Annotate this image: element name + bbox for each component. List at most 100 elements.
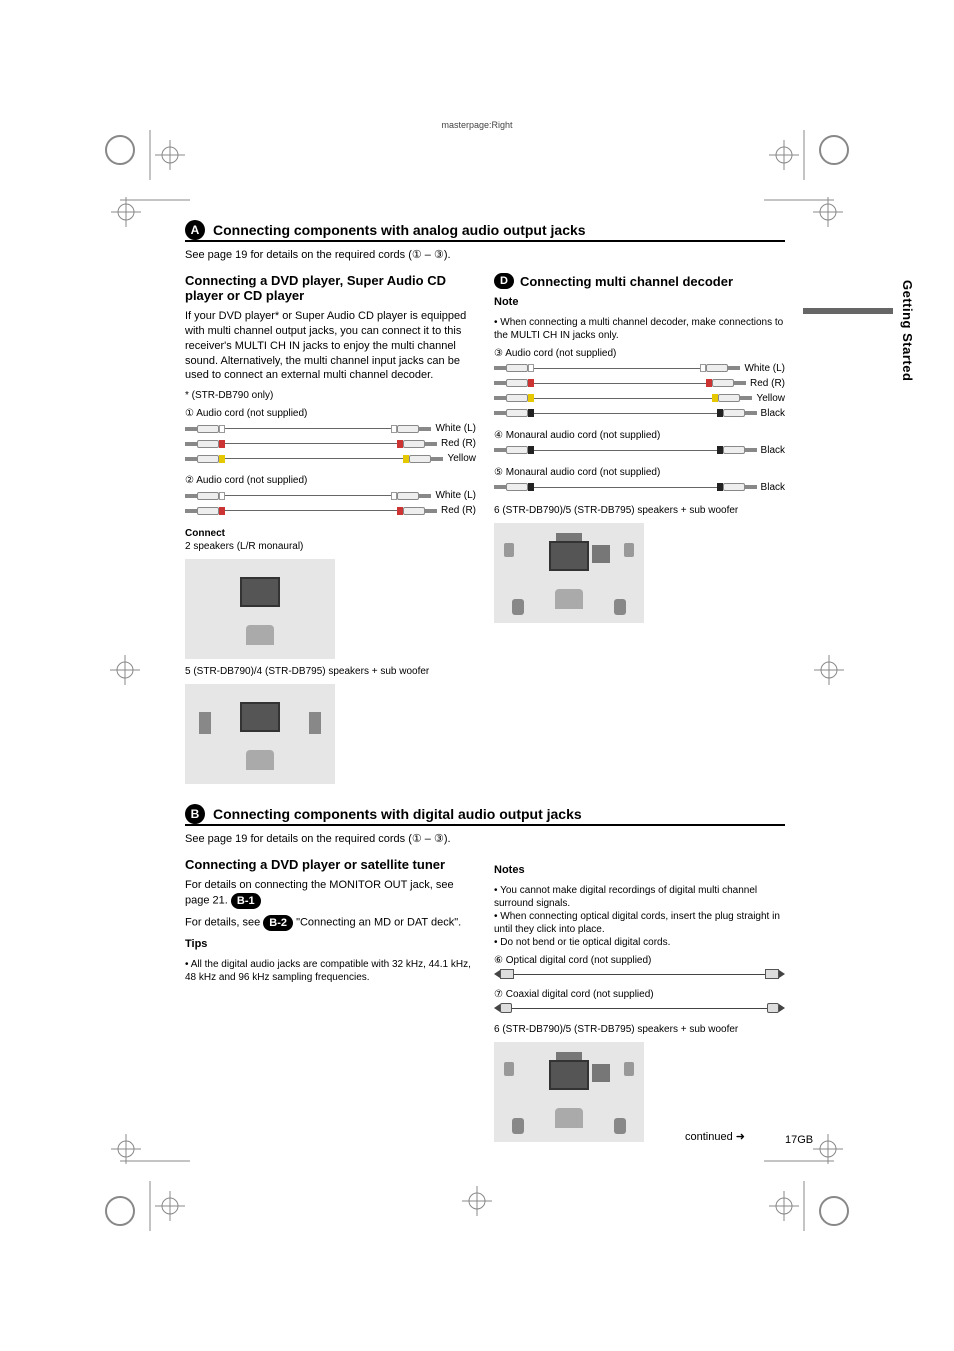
scene-5spk <box>185 684 335 784</box>
b1-pill: B-1 <box>231 893 261 909</box>
b-col2-6spk: 6 (STR-DB790)/5 (STR-DB795) speakers + s… <box>494 1023 785 1036</box>
b-col2-notes: Notes <box>494 863 785 878</box>
section-a-columns: Connecting a DVD player, Super Audio CD … <box>185 273 785 790</box>
crop-mark-bc <box>457 1181 497 1221</box>
b-col1-body2: For details, see B-2 "Connecting an MD o… <box>185 915 476 931</box>
cable-3-black-label: Black <box>761 407 785 420</box>
tv-icon <box>549 541 589 571</box>
b-col1-body2-post: "Connecting an MD or DAT deck". <box>296 917 461 929</box>
a-col1-footnote: * (STR-DB790 only) <box>185 389 476 402</box>
scene-2spk <box>185 559 335 659</box>
cable-1-yellow-label: Yellow <box>447 452 476 465</box>
sidebar-tab <box>803 308 893 314</box>
cable-5: ⑤ Monaural audio cord (not supplied) Bla… <box>494 467 785 494</box>
speaker-icon <box>624 1062 634 1076</box>
a-col1-connect: Connect <box>185 527 476 540</box>
cable-3: ③ Audio cord (not supplied) White (L) Re… <box>494 348 785 420</box>
scene-6spk <box>494 523 644 623</box>
section-a-header: A Connecting components with analog audi… <box>185 220 785 242</box>
b-col2-n3: • Do not bend or tie optical digital cor… <box>494 936 785 949</box>
chair-icon <box>555 1108 583 1128</box>
crop-mark-ml <box>105 650 145 690</box>
rear-speaker-icon <box>614 1118 626 1134</box>
a-col2-note-body: • When connecting a multi channel decode… <box>494 316 785 342</box>
a-col2-6spk: 6 (STR-DB790)/5 (STR-DB795) speakers + s… <box>494 504 785 517</box>
cable-3-label: ③ Audio cord (not supplied) <box>494 348 785 359</box>
section-a-col1: Connecting a DVD player, Super Audio CD … <box>185 273 476 790</box>
rear-speaker-icon <box>512 1118 524 1134</box>
cable-4: ④ Monaural audio cord (not supplied) Bla… <box>494 430 785 457</box>
continued-label: continued <box>685 1130 745 1143</box>
tv-icon <box>549 1060 589 1090</box>
b2-pill: B-2 <box>263 915 293 931</box>
chair-icon <box>555 589 583 609</box>
cable-1-red: Red (R) <box>185 437 476 450</box>
cable-3-red-label: Red (R) <box>750 377 785 390</box>
cable-1-label: ① Audio cord (not supplied) <box>185 408 476 419</box>
crop-mark-tr <box>754 130 854 230</box>
cable-1-white: White (L) <box>185 422 476 435</box>
a-col2-note-head: Note <box>494 295 785 310</box>
cable-1-red-label: Red (R) <box>441 437 476 450</box>
b-col1-tips: Tips <box>185 937 476 952</box>
cable-optical-label: ⑥ Optical digital cord (not supplied) <box>494 955 785 966</box>
a-col1-body: If your DVD player* or Super Audio CD pl… <box>185 309 476 383</box>
page-content: Getting Started A Connecting components … <box>185 220 785 1148</box>
rear-speaker-icon <box>512 599 524 615</box>
cable-1: ① Audio cord (not supplied) White (L) Re… <box>185 408 476 465</box>
cable-2-red-label: Red (R) <box>441 504 476 517</box>
section-a-title: Connecting components with analog audio … <box>213 222 586 238</box>
a-col1-header: Connecting a DVD player, Super Audio CD … <box>185 273 476 303</box>
cable-2: ② Audio cord (not supplied) White (L) Re… <box>185 475 476 517</box>
subwoofer-icon <box>592 1064 610 1082</box>
b-col2-n1: • You cannot make digital recordings of … <box>494 884 785 910</box>
sidebar-label: Getting Started <box>900 280 915 381</box>
b-col1-header: Connecting a DVD player or satellite tun… <box>185 857 476 872</box>
section-a-subtitle: See page 19 for details on the required … <box>185 248 785 261</box>
a-col2-title: Connecting multi channel decoder <box>520 274 733 289</box>
cable-3-yellow-label: Yellow <box>756 392 785 405</box>
a-col1-5spk: 5 (STR-DB790)/4 (STR-DB795) speakers + s… <box>185 665 476 678</box>
badge-b: B <box>185 804 205 824</box>
filename-label: masterpage:Right <box>441 120 512 130</box>
cable-1-yellow: Yellow <box>185 452 476 465</box>
crop-mark-mr <box>809 650 849 690</box>
center-speaker-icon <box>556 1052 582 1060</box>
cable-4-color: Black <box>761 444 785 457</box>
a-col1-2spk: 2 speakers (L/R monaural) <box>185 540 476 553</box>
cable-4-label: ④ Monaural audio cord (not supplied) <box>494 430 785 441</box>
badge-a: A <box>185 220 205 240</box>
chair-icon <box>246 625 274 645</box>
cable-5-label: ⑤ Monaural audio cord (not supplied) <box>494 467 785 478</box>
section-b-title: Connecting components with digital audio… <box>213 806 582 822</box>
a-col2-header: D Connecting multi channel decoder <box>494 273 785 289</box>
cable-coax-label: ⑦ Coaxial digital cord (not supplied) <box>494 989 785 1000</box>
speaker-icon <box>504 543 514 557</box>
section-b-col1: Connecting a DVD player or satellite tun… <box>185 857 476 1148</box>
d-pill: D <box>494 273 514 289</box>
scene-b-6spk <box>494 1042 644 1142</box>
b-col1-body1-text: For details on connecting the MONITOR OU… <box>185 879 454 906</box>
section-b-subtitle: See page 19 for details on the required … <box>185 832 785 845</box>
rear-speaker-icon <box>614 599 626 615</box>
speaker-icon <box>504 1062 514 1076</box>
b-col2-n2: • When connecting optical digital cords,… <box>494 910 785 936</box>
speaker-icon <box>309 712 321 734</box>
chair-icon <box>246 750 274 770</box>
center-speaker-icon <box>556 533 582 541</box>
speaker-icon <box>199 712 211 734</box>
section-a-col2: D Connecting multi channel decoder Note … <box>494 273 785 790</box>
b-col1-body2-pre: For details, see <box>185 917 263 929</box>
cable-3-white-label: White (L) <box>744 362 785 375</box>
b-col1-tips-body: • All the digital audio jacks are compat… <box>185 958 476 984</box>
section-b-columns: Connecting a DVD player or satellite tun… <box>185 857 785 1148</box>
cable-5-color: Black <box>761 481 785 494</box>
cable-2-label: ② Audio cord (not supplied) <box>185 475 476 486</box>
cable-1-white-label: White (L) <box>435 422 476 435</box>
b-col1-body1: For details on connecting the MONITOR OU… <box>185 878 476 909</box>
cable-optical: ⑥ Optical digital cord (not supplied) <box>494 955 785 979</box>
page-number: 17GB <box>785 1134 813 1146</box>
cable-2-white: White (L) <box>185 489 476 502</box>
crop-mark-tl <box>100 130 200 230</box>
speaker-icon <box>624 543 634 557</box>
